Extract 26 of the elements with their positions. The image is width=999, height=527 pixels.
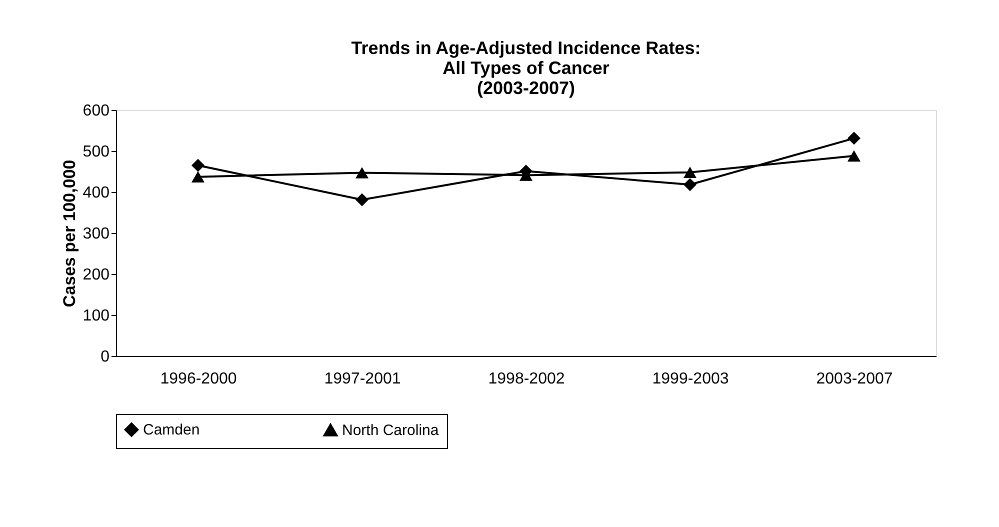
point [847,132,861,145]
point [355,167,369,178]
point [191,171,205,182]
text: (2003-2007) [476,78,576,98]
text: Trends in Age-Adjusted Incidence Rates: [351,38,701,58]
x-tick-label: 1996-2000 [160,370,237,388]
point [683,166,697,178]
y-tick-label: 500 [82,144,110,160]
point [355,193,369,206]
x-tick-label: 2003-2007 [816,370,893,388]
x-tick-label: 1998-2002 [488,370,565,388]
text: All Types of Cancer [442,58,610,78]
y-axis-title: Cases per 100,000 [60,160,79,308]
y-tick-label: 200 [82,266,110,284]
point [847,150,861,162]
legend-label: North Carolina [342,422,440,440]
x-tick-label: 1997-2001 [324,370,401,388]
y-tick-label: 600 [82,102,110,120]
legend-label: Camden [143,422,200,439]
x-tick-label: 1999-2003 [652,370,729,388]
y-tick-label: 400 [82,184,110,202]
y-tick-label: 0 [100,348,110,366]
y-tick-label: 300 [82,226,110,242]
point [191,158,205,172]
point [683,178,697,192]
y-tick-label: 100 [82,308,110,324]
